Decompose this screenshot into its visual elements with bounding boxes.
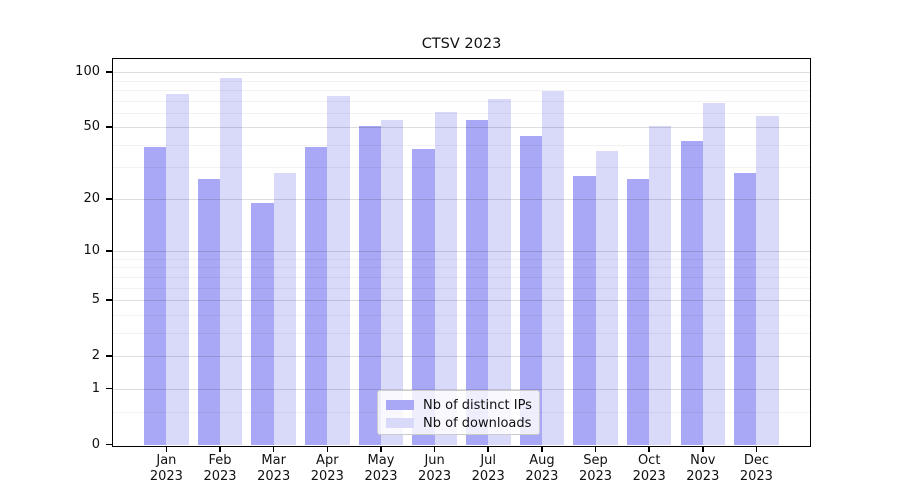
gridline — [113, 89, 810, 91]
bar-distinct-ips-jul — [465, 120, 489, 445]
bar-downloads-aug — [541, 91, 565, 445]
x-tick-label: Nov 2023 — [686, 453, 720, 484]
x-tick-label: Aug 2023 — [525, 453, 559, 484]
y-tick-mark — [106, 355, 113, 357]
x-tick-label: Dec 2023 — [739, 453, 773, 484]
bar-distinct-ips-jun — [412, 149, 435, 445]
y-tick-label: 5 — [91, 291, 100, 307]
y-tick-mark — [106, 126, 113, 128]
x-tick-mark — [433, 446, 436, 452]
y-tick-label: 10 — [83, 243, 100, 258]
x-tick-label: Oct 2023 — [632, 453, 666, 484]
bar-downloads-sep — [595, 151, 618, 445]
legend: Nb of distinct IPs Nb of downloads — [377, 390, 540, 435]
x-tick-mark — [165, 446, 168, 452]
bar-distinct-ips-feb — [197, 179, 221, 445]
bar-distinct-ips-nov — [680, 141, 703, 445]
y-tick-mark — [106, 250, 113, 252]
legend-label-distinct-ips: Nb of distinct IPs — [423, 397, 532, 413]
y-tick-mark — [106, 299, 113, 301]
bar-downloads-mar — [273, 173, 296, 445]
bar-downloads-nov — [702, 103, 726, 445]
y-tick-label: 0 — [91, 436, 100, 452]
bar-distinct-ips-aug — [519, 136, 542, 445]
bar-downloads-oct — [649, 126, 672, 445]
x-tick-mark — [755, 446, 758, 452]
bar-distinct-ips-sep — [573, 176, 596, 445]
x-tick-mark — [219, 446, 221, 452]
gridline — [113, 100, 810, 102]
x-tick-mark — [648, 446, 650, 452]
bar-distinct-ips-apr — [305, 147, 328, 445]
bar-distinct-ips-jan — [144, 147, 167, 445]
gridline — [113, 72, 810, 74]
plot-area — [113, 59, 810, 446]
legend-swatch-downloads — [386, 418, 414, 428]
x-tick-mark — [487, 446, 489, 452]
x-tick-label: Jun 2023 — [418, 453, 452, 484]
legend-label-downloads: Nb of downloads — [423, 415, 532, 431]
x-tick-mark — [380, 446, 382, 452]
bar-downloads-feb — [220, 78, 243, 445]
x-tick-mark — [272, 446, 275, 452]
y-tick-label: 20 — [83, 190, 100, 206]
bar-distinct-ips-may — [358, 126, 381, 445]
x-tick-label: May 2023 — [364, 453, 398, 484]
y-tick-label: 100 — [75, 64, 100, 80]
x-tick-mark — [326, 446, 329, 452]
x-tick-label: Sep 2023 — [578, 453, 613, 484]
bar-distinct-ips-oct — [626, 179, 650, 445]
bar-distinct-ips-mar — [251, 203, 274, 445]
bar-downloads-jan — [166, 94, 189, 445]
y-tick-mark — [106, 443, 113, 446]
gridline — [113, 80, 810, 82]
x-tick-label: Mar 2023 — [257, 453, 291, 484]
y-tick-label: 50 — [83, 119, 100, 135]
bar-downloads-may — [380, 120, 404, 445]
x-tick-label: Apr 2023 — [310, 453, 344, 484]
y-tick-label: 1 — [91, 380, 100, 396]
bar-downloads-apr — [327, 95, 350, 445]
bar-distinct-ips-dec — [734, 173, 757, 445]
legend-swatch-distinct-ips — [386, 400, 414, 410]
y-tick-mark — [106, 71, 113, 73]
bar-downloads-jul — [488, 98, 511, 445]
y-tick-label: 2 — [91, 347, 100, 363]
x-tick-label: Jan 2023 — [149, 453, 183, 484]
x-tick-mark — [541, 446, 543, 452]
x-tick-label: Feb 2023 — [203, 453, 237, 484]
y-tick-mark — [106, 198, 113, 200]
x-tick-mark — [594, 446, 597, 452]
bar-downloads-jun — [434, 111, 457, 445]
x-tick-mark — [702, 446, 704, 452]
legend-item-distinct-ips: Nb of distinct IPs — [386, 396, 532, 414]
bar-downloads-dec — [756, 115, 779, 445]
x-tick-label: Jul 2023 — [471, 453, 505, 484]
chart-title: CTSV 2023 — [421, 36, 502, 52]
legend-item-downloads: Nb of downloads — [386, 414, 531, 432]
y-tick-mark — [106, 387, 113, 390]
